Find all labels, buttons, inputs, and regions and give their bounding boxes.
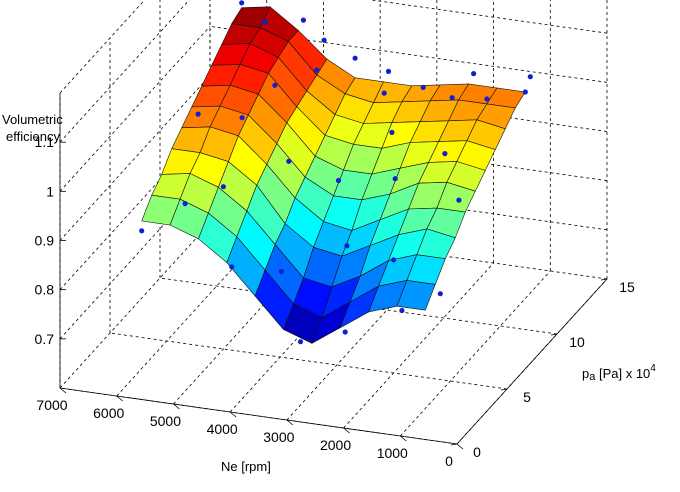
data-point <box>314 67 320 73</box>
x-tick-mark <box>456 443 464 450</box>
x-axis-line <box>59 387 458 445</box>
y-tick-mark <box>500 388 508 391</box>
data-point <box>342 329 348 335</box>
x-tick-mark <box>286 419 294 426</box>
data-point <box>442 151 448 157</box>
floor-grid-line <box>229 246 381 413</box>
tick-labels: 7000 6000 5000 4000 3000 2000 1000 0 0 5 10 15 0.7 0.… <box>35 134 635 469</box>
floor-grid-line <box>116 230 268 397</box>
y-axis-line <box>456 278 608 445</box>
x-tick-label: 2000 <box>320 437 351 453</box>
data-point <box>220 184 226 190</box>
x-tick-label: 0 <box>445 453 453 469</box>
z-tick-label: 1 <box>46 183 54 199</box>
data-point <box>278 268 285 274</box>
data-point <box>399 307 405 314</box>
y-axis-label-sub: a <box>589 371 596 383</box>
x-tick-label: 7000 <box>36 397 67 413</box>
y-axis-label-exponent: 4 <box>650 363 656 374</box>
x-tick-label: 5000 <box>150 413 181 429</box>
data-point <box>321 37 327 43</box>
x-tick-mark <box>59 387 67 394</box>
floor-grid-line <box>399 270 551 437</box>
z-axis-label-line1: Volumetric <box>2 112 63 127</box>
data-point <box>182 201 188 207</box>
data-point <box>195 111 201 117</box>
data-point <box>527 74 533 80</box>
data-point <box>139 228 145 234</box>
z-axis-label-line2: efficiency <box>6 129 60 144</box>
z-tick-label: 1.1 <box>35 134 55 150</box>
floor-grid-line <box>59 222 211 389</box>
data-points <box>139 0 533 345</box>
data-point <box>471 71 477 77</box>
x-tick-mark <box>400 435 407 442</box>
data-point <box>335 177 342 184</box>
data-point <box>522 89 528 95</box>
data-point <box>286 158 292 164</box>
data-point <box>392 176 398 182</box>
data-point <box>449 95 455 101</box>
data-point <box>239 115 245 121</box>
y-tick-mark <box>600 278 608 281</box>
back-wall-grid-line <box>59 124 211 290</box>
data-point <box>262 19 268 25</box>
data-point <box>437 291 443 297</box>
data-point <box>239 0 245 6</box>
x-tick-label: 6000 <box>93 405 124 421</box>
data-point <box>456 197 462 203</box>
floor-grid-line <box>173 238 324 405</box>
back-wall-grid-line <box>59 75 211 241</box>
x-axis-label: Ne [rpm] <box>221 459 271 474</box>
y-tick-label: 5 <box>523 389 531 405</box>
x-tick-mark <box>173 403 180 410</box>
x-tick-label: 4000 <box>207 421 238 437</box>
data-point <box>385 68 392 74</box>
z-tick-label: 0.7 <box>35 331 55 347</box>
back-wall-grid-line <box>59 0 146 94</box>
y-tick-label: 0 <box>473 444 481 460</box>
floor-grid-line <box>109 332 508 390</box>
z-tick-label: 0.8 <box>35 282 55 298</box>
side-wall-grid-line <box>369 0 608 34</box>
data-point <box>484 96 490 102</box>
data-point <box>297 339 304 345</box>
data-point <box>300 17 306 23</box>
y-axis-label-rest: [Pa] x 10 <box>595 366 650 381</box>
surface-patch <box>396 280 436 311</box>
data-point <box>344 243 350 249</box>
data-point <box>389 129 395 135</box>
data-point <box>420 84 426 90</box>
floor-grid-line <box>286 254 438 421</box>
y-tick-label: 15 <box>619 279 635 295</box>
y-axis-label: pa [Pa] x 104 <box>582 363 656 383</box>
data-point <box>381 90 387 96</box>
data-point <box>391 257 397 263</box>
back-wall-grid-line <box>59 26 211 192</box>
x-tick-label: 3000 <box>263 429 294 445</box>
data-point <box>352 55 358 61</box>
z-tick-label: 0.9 <box>35 233 55 249</box>
x-tick-mark <box>229 411 237 418</box>
y-axis-label-main: p <box>582 366 589 381</box>
back-wall-grid-line <box>59 0 190 143</box>
x-tick-mark <box>343 427 350 434</box>
floor-grid-line <box>343 262 494 429</box>
side-wall-grid-line <box>209 25 608 83</box>
back-wall-grid-line <box>59 173 211 340</box>
data-point <box>229 264 235 270</box>
y-tick-label: 10 <box>569 334 585 350</box>
y-tick-mark <box>450 443 458 446</box>
x-tick-label: 1000 <box>377 445 408 461</box>
data-point <box>272 82 278 88</box>
y-tick-mark <box>550 333 558 336</box>
surface <box>141 6 526 344</box>
x-tick-mark <box>116 395 123 402</box>
